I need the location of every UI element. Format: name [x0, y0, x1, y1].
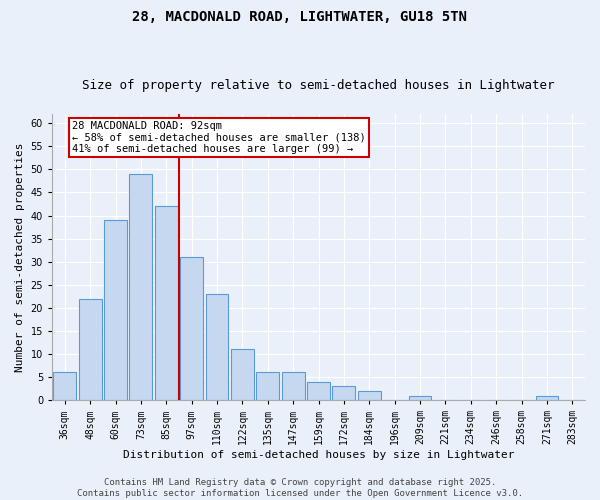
- Bar: [307, 382, 330, 400]
- Bar: [536, 396, 559, 400]
- Bar: [130, 174, 152, 400]
- Bar: [79, 298, 101, 400]
- Bar: [256, 372, 279, 400]
- X-axis label: Distribution of semi-detached houses by size in Lightwater: Distribution of semi-detached houses by …: [123, 450, 514, 460]
- Bar: [206, 294, 229, 400]
- Bar: [358, 391, 381, 400]
- Bar: [104, 220, 127, 400]
- Text: Contains HM Land Registry data © Crown copyright and database right 2025.
Contai: Contains HM Land Registry data © Crown c…: [77, 478, 523, 498]
- Bar: [53, 372, 76, 400]
- Bar: [155, 206, 178, 400]
- Bar: [409, 396, 431, 400]
- Bar: [332, 386, 355, 400]
- Y-axis label: Number of semi-detached properties: Number of semi-detached properties: [15, 142, 25, 372]
- Title: Size of property relative to semi-detached houses in Lightwater: Size of property relative to semi-detach…: [82, 79, 555, 92]
- Bar: [231, 350, 254, 400]
- Text: 28 MACDONALD ROAD: 92sqm
← 58% of semi-detached houses are smaller (138)
41% of : 28 MACDONALD ROAD: 92sqm ← 58% of semi-d…: [73, 121, 366, 154]
- Bar: [180, 257, 203, 400]
- Text: 28, MACDONALD ROAD, LIGHTWATER, GU18 5TN: 28, MACDONALD ROAD, LIGHTWATER, GU18 5TN: [133, 10, 467, 24]
- Bar: [282, 372, 305, 400]
